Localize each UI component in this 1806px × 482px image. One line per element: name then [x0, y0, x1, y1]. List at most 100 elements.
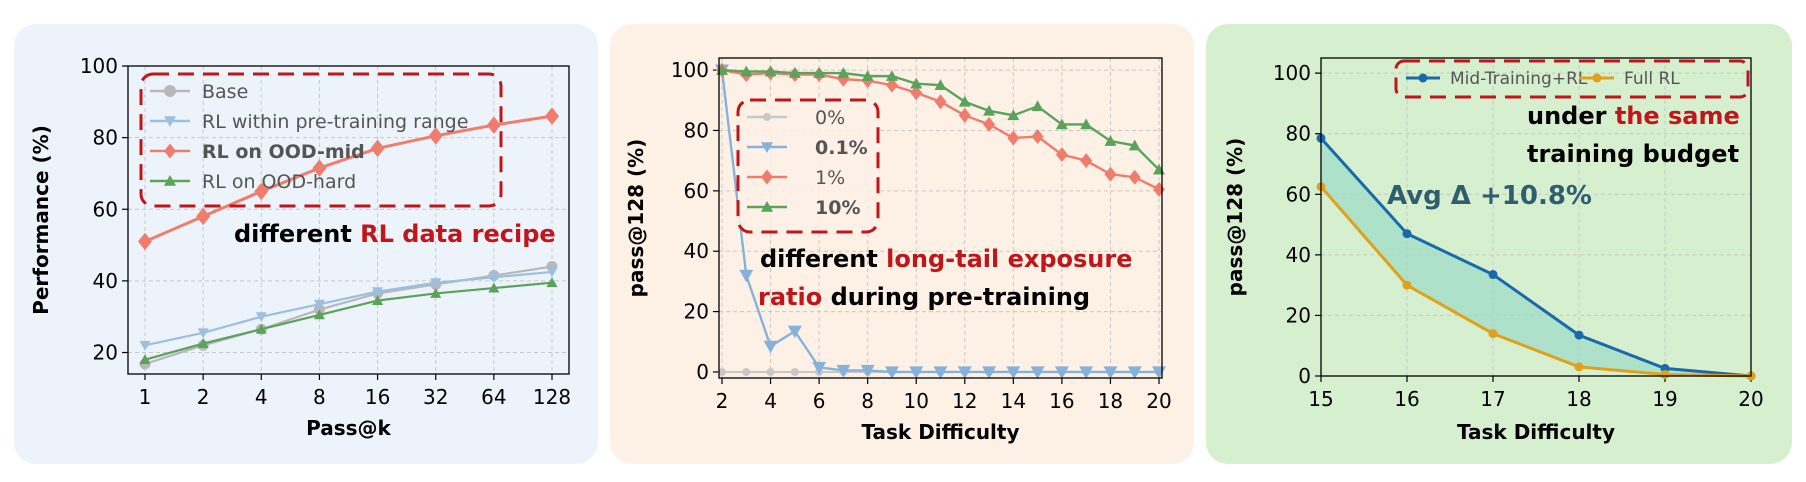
b-xtick-label: 18 [1098, 389, 1123, 413]
b-data-point [958, 95, 971, 107]
a-data-point [430, 287, 442, 298]
c-data-point [1402, 229, 1412, 239]
b-data-point [910, 85, 923, 101]
b-data-point [885, 70, 898, 81]
a-xtick-label: 8 [313, 385, 326, 409]
b-data-point [763, 340, 778, 354]
a-data-point [196, 207, 211, 226]
a-data-point [546, 277, 558, 288]
b-data-point [1104, 135, 1117, 146]
a-xtick-label: 128 [533, 385, 571, 409]
c-data-point [1488, 329, 1498, 339]
b-data-point [983, 104, 996, 116]
b-xtick-label: 6 [813, 389, 826, 413]
c-ytick-label: 60 [1286, 182, 1311, 206]
b-ytick-label: 40 [684, 239, 709, 263]
b-xtick-label: 4 [764, 389, 777, 413]
b-annotation-line1: different long-tail exposure [760, 245, 1132, 273]
b-ytick-label: 100 [671, 58, 709, 82]
b-data-point [958, 107, 971, 123]
a-legend-label: RL on OOD-hard [202, 171, 356, 193]
b-legend-box [736, 98, 880, 234]
b-data-point [1128, 139, 1141, 151]
c-delta-label: Avg Δ +10.8% [1387, 181, 1592, 211]
a-data-point [486, 116, 501, 134]
b-data-point [1079, 366, 1094, 379]
b-data-point [1055, 118, 1068, 130]
b-series-1 [715, 64, 1166, 379]
b-data-point [787, 325, 802, 339]
b-xtick-label: 16 [1049, 389, 1074, 413]
c-ytick-label: 80 [1286, 122, 1311, 146]
b-data-point [718, 367, 726, 376]
b-annotation-highlight: long-tail exposure [886, 245, 1132, 273]
a-annotation: different RL data recipe [234, 220, 556, 248]
b-data-point [790, 367, 799, 376]
a-series-1 [139, 267, 558, 351]
c-legend-label: Full RL [1624, 69, 1680, 89]
b-data-point [934, 94, 947, 110]
b-legend-label: 0% [815, 107, 845, 129]
a-data-point [197, 328, 209, 339]
a-legend-marker [164, 116, 176, 127]
b-data-point [1127, 366, 1142, 379]
c-xtick-label: 20 [1738, 387, 1763, 411]
b-legend-label: 1% [815, 167, 845, 189]
b-data-point [813, 67, 826, 78]
a-legend-box [139, 72, 503, 208]
b-ytick-label: 0 [696, 360, 709, 384]
b-xtick-label: 8 [861, 389, 874, 413]
c-xtick-label: 15 [1308, 387, 1333, 411]
c-series-line [1319, 137, 1752, 378]
chart-training-budget: 0 20 40 60 80 100 15 16 17 18 19 20 Task Difficulty p… [1223, 57, 1764, 444]
panel-long-tail-exposure: 0 20 40 60 80 100 2 4 6 8 10 12 14 16 18 20 Task Difficu… [610, 24, 1194, 464]
b-data-point [910, 77, 923, 89]
a-legend-label: RL within pre-training range [202, 111, 468, 133]
b-data-point [1054, 366, 1069, 379]
b-data-point [1104, 166, 1117, 182]
b-data-point [1007, 130, 1020, 146]
b-data-point [836, 364, 851, 378]
b-annotation-prefix: different [760, 245, 886, 273]
a-data-point [430, 278, 442, 289]
b-ytick-label: 80 [684, 118, 709, 142]
b-data-point [861, 70, 874, 81]
b-data-point [884, 366, 899, 379]
c-x-axis-label: Task Difficulty [1457, 420, 1615, 444]
a-ytick-label: 20 [93, 341, 118, 365]
c-ytick-label: 40 [1286, 243, 1311, 267]
b-axes-frame [718, 57, 1163, 379]
b-ytick-label: 60 [684, 179, 709, 203]
a-xtick-label: 64 [481, 385, 506, 409]
b-data-point [1030, 366, 1045, 379]
b-xtick-label: 2 [716, 389, 729, 413]
c-ytick-label: 20 [1286, 303, 1311, 327]
a-data-point [313, 309, 325, 320]
c-data-point [1574, 330, 1584, 340]
b-data-point [860, 364, 875, 378]
b-series-3 [716, 64, 1165, 175]
b-data-point [1031, 100, 1044, 112]
a-ytick-label: 80 [93, 126, 118, 150]
c-xtick-label: 17 [1480, 387, 1505, 411]
a-series-line [144, 114, 553, 243]
c-legend-marker [1592, 73, 1602, 83]
b-data-point [934, 79, 947, 90]
a-series-3 [139, 277, 558, 365]
b-xtick-label: 14 [1001, 389, 1026, 413]
c-data-point [1488, 270, 1498, 280]
a-xtick-label: 4 [255, 385, 268, 409]
c-annotation-prefix: under [1527, 102, 1615, 130]
b-legend-marker [761, 201, 773, 212]
b-data-point [885, 77, 898, 93]
c-axes-frame [1320, 57, 1752, 377]
a-xtick-label: 16 [365, 385, 390, 409]
a-legend-marker [164, 175, 176, 186]
b-data-point [1153, 181, 1165, 197]
a-ytick-label: 100 [80, 54, 118, 78]
b-data-point [1128, 169, 1141, 185]
a-ytick-label: 60 [93, 197, 118, 221]
c-annotation-line2: training budget [1527, 140, 1739, 168]
c-xtick-label: 19 [1652, 387, 1677, 411]
a-data-point [370, 139, 385, 158]
